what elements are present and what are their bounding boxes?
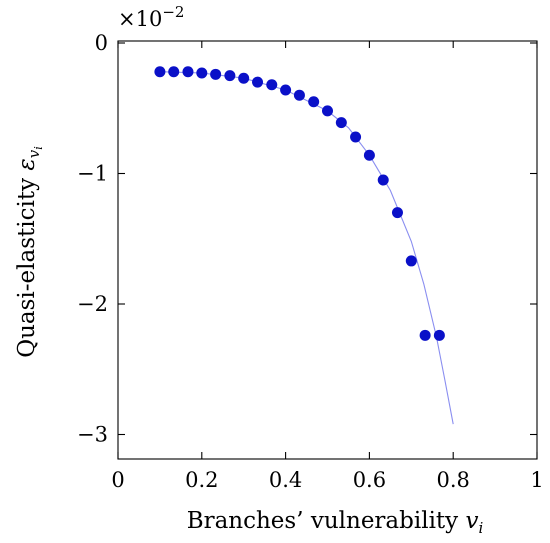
y-axis-label-subsub: i bbox=[32, 146, 45, 150]
data-point bbox=[238, 72, 250, 84]
data-point bbox=[377, 174, 389, 186]
y-scale-note-base: ×10 bbox=[118, 7, 162, 31]
y-tick-label: 0 bbox=[95, 31, 108, 55]
y-tick-label: −3 bbox=[77, 423, 108, 447]
data-point bbox=[168, 66, 180, 78]
plot-frame-group bbox=[117, 40, 538, 460]
y-axis-label: Quasi-elasticity εvi bbox=[14, 146, 45, 358]
y-scale-note-exp: −2 bbox=[162, 3, 184, 21]
data-point bbox=[266, 79, 278, 91]
x-axis-label: Branches’ vulnerability vi bbox=[187, 508, 484, 537]
data-point bbox=[363, 149, 375, 161]
y-scale-note: ×10−2 bbox=[118, 3, 184, 31]
data-point bbox=[224, 70, 236, 82]
y-axis-label-text: Quasi-elasticity bbox=[14, 171, 40, 358]
data-point bbox=[419, 329, 431, 341]
data-point bbox=[335, 117, 347, 129]
data-point bbox=[350, 131, 362, 143]
data-point bbox=[210, 68, 222, 80]
ticks-group bbox=[117, 41, 538, 459]
tick-labels-group: 0 0.2 0.4 0.6 0.8 1 0 −1 −2 −3 bbox=[77, 31, 544, 492]
data-point bbox=[196, 67, 208, 79]
fit-curve bbox=[159, 71, 454, 425]
data-point bbox=[182, 66, 194, 78]
data-point bbox=[433, 329, 445, 341]
x-axis-label-text: Branches’ vulnerability bbox=[187, 508, 466, 534]
data-point bbox=[322, 105, 333, 117]
x-axis-label-sub: i bbox=[478, 519, 483, 537]
x-tick-label: 0.2 bbox=[185, 468, 218, 492]
x-tick-label: 0.4 bbox=[269, 468, 302, 492]
data-point bbox=[391, 207, 403, 219]
series-group bbox=[154, 66, 454, 425]
data-point bbox=[308, 96, 320, 108]
y-axis-label-sub: v bbox=[25, 149, 43, 158]
x-tick-label: 0 bbox=[111, 468, 124, 492]
x-tick-label: 1 bbox=[530, 468, 543, 492]
x-tick-label: 0.8 bbox=[436, 468, 469, 492]
data-point bbox=[280, 84, 292, 96]
data-point bbox=[154, 66, 166, 78]
y-tick-label: −1 bbox=[77, 162, 108, 186]
y-tick-label: −2 bbox=[77, 292, 108, 316]
x-tick-label: 0.6 bbox=[353, 468, 386, 492]
y-axis-label-var: ε bbox=[14, 158, 40, 170]
data-point bbox=[293, 89, 305, 101]
plot-frame bbox=[117, 40, 538, 460]
data-point bbox=[405, 255, 417, 267]
data-point bbox=[252, 76, 264, 88]
x-axis-label-var: v bbox=[465, 508, 478, 534]
